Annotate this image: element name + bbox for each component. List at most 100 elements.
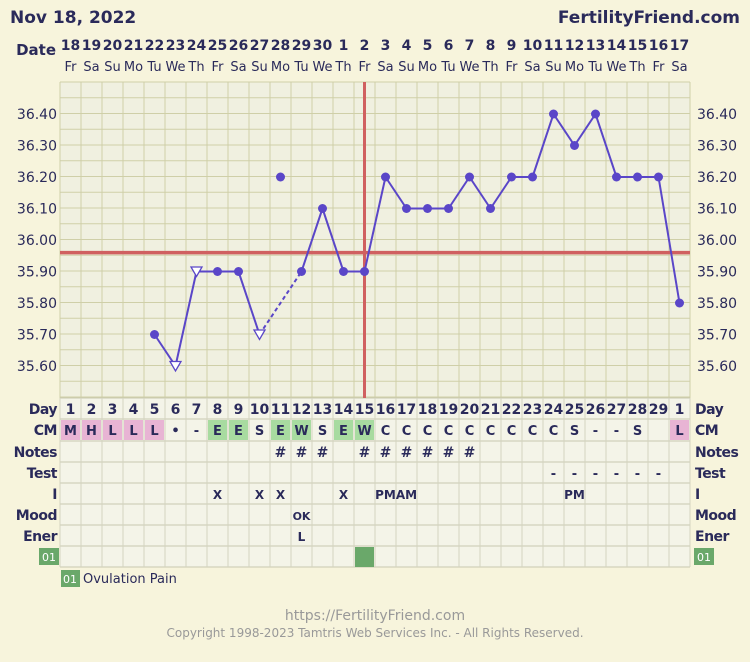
y-tick-right: 35.60 — [697, 359, 737, 375]
mood-row-label-right: Mood — [695, 508, 736, 524]
brand-name[interactable]: FertilityFriend.com — [557, 8, 740, 28]
cm-value: S — [255, 424, 264, 439]
date-label: 16 — [649, 38, 668, 54]
note-marker: # — [443, 445, 455, 461]
temperature-point — [381, 172, 390, 182]
temperature-point-open — [189, 266, 204, 278]
date-label: 26 — [229, 38, 248, 54]
cm-value: C — [507, 424, 517, 439]
cm-value: E — [234, 424, 243, 439]
intercourse-entry: X — [255, 488, 265, 502]
temperature-point — [549, 109, 558, 119]
cycle-day-number: 16 — [376, 402, 395, 418]
y-tick-right: 35.90 — [697, 265, 737, 281]
intercourse-row-label: I — [52, 487, 57, 503]
test-result: - — [614, 467, 619, 482]
cm-value: E — [339, 424, 348, 439]
cm-cell-green — [334, 420, 353, 440]
note-marker: # — [422, 445, 434, 461]
ov-pain-row-label — [39, 548, 59, 565]
weekday-label: Su — [545, 60, 562, 75]
cm-value: C — [549, 424, 559, 439]
temperature-segment — [447, 176, 471, 210]
temperature-point — [612, 172, 621, 182]
cm-value: C — [486, 424, 496, 439]
intercourse-entry: PM — [564, 488, 585, 502]
weekday-label: Th — [628, 60, 645, 75]
temperature-point — [633, 172, 642, 182]
temperature-point — [360, 267, 369, 276]
test-row-label-right: Test — [695, 466, 726, 482]
weekday-label: Th — [481, 60, 498, 75]
cm-value: C — [444, 424, 454, 439]
intercourse-entry: X — [213, 488, 223, 502]
cm-row-label: CM — [34, 423, 57, 439]
mood-row-label: Mood — [16, 508, 57, 524]
temperature-point — [591, 109, 600, 119]
temperature-segment — [363, 176, 387, 272]
note-marker: # — [401, 445, 413, 461]
y-tick-right: 36.00 — [697, 233, 737, 249]
cycle-day-number: 15 — [355, 402, 374, 418]
weekday-label: We — [606, 60, 626, 75]
cm-value: C — [381, 424, 391, 439]
cycle-day-number: 13 — [313, 402, 332, 418]
date-label: 8 — [486, 38, 496, 54]
cm-cell-pink — [145, 420, 164, 440]
intercourse-entry: X — [276, 488, 286, 502]
weekday-label: Tu — [587, 60, 602, 75]
note-marker: # — [380, 445, 392, 461]
legend-ov-pain-code: 01 — [63, 573, 77, 586]
cm-value: S — [570, 424, 579, 439]
cycle-day-number: 11 — [271, 402, 290, 418]
temperature-point-open — [168, 360, 183, 373]
weekday-label: Sa — [377, 60, 393, 75]
intercourse-row-label-right: I — [695, 487, 700, 503]
weekday-label: Fr — [212, 60, 225, 75]
cm-cell-pink — [82, 420, 101, 440]
cm-cell-pink — [670, 420, 689, 440]
temperature-point — [507, 172, 516, 182]
y-tick-left: 36.20 — [17, 170, 57, 186]
cycle-day-number: 26 — [586, 402, 605, 418]
cycle-day-number: 17 — [397, 402, 416, 418]
weekday-label: Su — [251, 60, 268, 75]
date-label: 20 — [103, 38, 123, 54]
date-label: 15 — [628, 38, 647, 54]
temperature-point — [486, 204, 495, 213]
temperature-point — [570, 141, 579, 150]
weekday-label: Sa — [230, 60, 246, 75]
weekday-label: Tu — [440, 60, 455, 75]
weekday-label: Mo — [418, 60, 437, 75]
temperature-point — [444, 204, 453, 213]
cm-value: C — [402, 424, 412, 439]
date-label: 12 — [565, 38, 584, 54]
temperature-segment — [573, 113, 597, 147]
weekday-label: Sa — [83, 60, 99, 75]
date-label: 30 — [313, 38, 333, 54]
test-result: - — [593, 467, 598, 482]
cycle-day-number: 12 — [292, 402, 311, 418]
cm-cell-pink — [124, 420, 143, 440]
cm-value: • — [171, 424, 179, 439]
temperature-point — [318, 204, 327, 213]
weekday-label: Fr — [359, 60, 372, 75]
cm-cell-green — [229, 420, 248, 440]
chart-date: Nov 18, 2022 — [10, 8, 137, 28]
temperature-segment — [489, 176, 513, 210]
intercourse-entry: X — [339, 488, 349, 502]
cm-value: S — [318, 424, 327, 439]
cycle-day-number: 10 — [250, 402, 270, 418]
date-row-label: Date — [16, 41, 56, 59]
temperature-segment — [531, 113, 555, 178]
weekday-label: We — [459, 60, 479, 75]
date-label: 9 — [507, 38, 517, 54]
cycle-day-number: 14 — [334, 402, 354, 418]
y-tick-left: 35.80 — [17, 296, 57, 312]
date-label: 23 — [166, 38, 185, 54]
footer-url[interactable]: https://FertilityFriend.com — [284, 608, 466, 624]
cycle-day-number: 21 — [481, 402, 500, 418]
weekday-label: Sa — [671, 60, 687, 75]
cycle-day-number: 19 — [439, 402, 458, 418]
